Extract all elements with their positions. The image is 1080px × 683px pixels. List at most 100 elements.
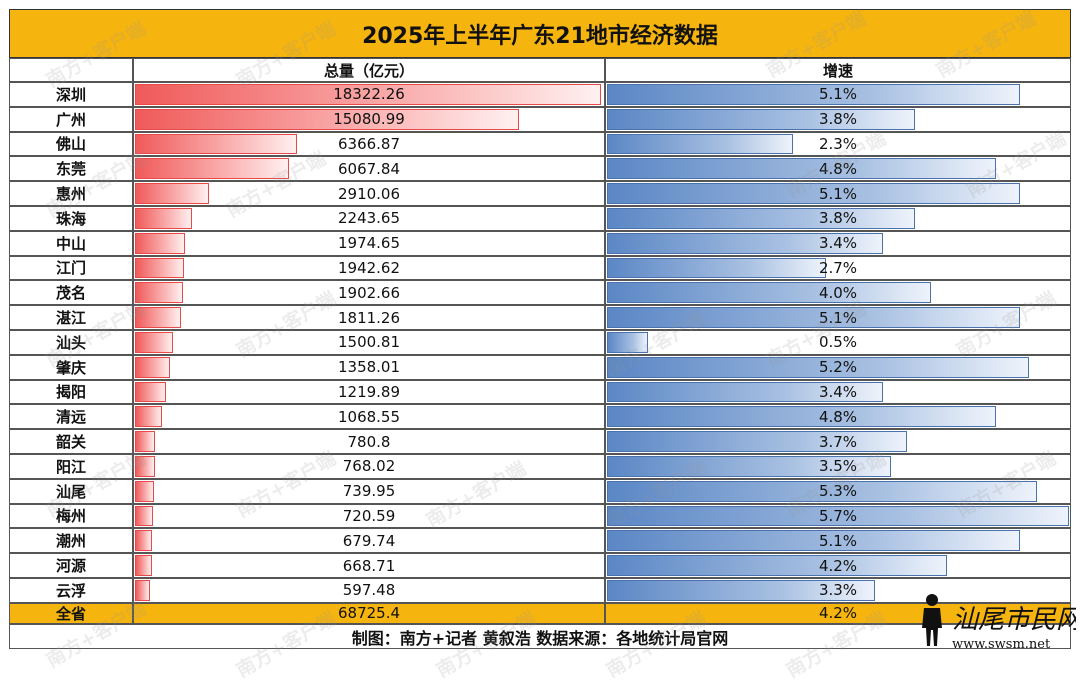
growth-cell (605, 131, 1071, 157)
header-city-label (9, 58, 133, 82)
city-cell (9, 354, 133, 380)
growth-bar (607, 208, 915, 229)
city-label: 云浮 (55, 581, 86, 600)
table-frame: 2025年上半年广东21地市经济数据 总量（亿元） 增速深圳 18322.26 5.1… (9, 9, 1071, 649)
total-bar (135, 480, 154, 502)
city-cell (9, 503, 133, 529)
growth-value-label: 5.1% (818, 531, 858, 550)
city-cell (9, 206, 133, 231)
city-label: 深圳 (55, 85, 86, 104)
growth-value-label: 4.0% (818, 283, 858, 302)
growth-value-label: 3.3% (818, 581, 858, 600)
total-value-label: 1974.65 (337, 234, 401, 253)
total-cell (133, 454, 605, 479)
total-value-label: 1358.01 (337, 358, 401, 377)
total-row-total (133, 602, 605, 624)
city-label: 中山 (55, 234, 86, 253)
city-label: 河源 (55, 557, 86, 576)
header-total-label: 总量（亿元） (323, 61, 414, 80)
total-value-label: 720.59 (342, 506, 396, 525)
total-value-label: 18322.26 (333, 85, 405, 104)
total-cell (133, 106, 605, 132)
site-logo: 汕尾市民网 www.swsm.net (922, 594, 1076, 652)
total-value-label: 597.48 (342, 581, 396, 600)
total-cell (133, 553, 605, 578)
city-cell (9, 156, 133, 182)
city-cell (9, 280, 133, 306)
city-cell (9, 106, 133, 132)
city-cell (9, 578, 133, 603)
growth-cell (605, 255, 1071, 281)
city-cell (9, 131, 133, 157)
total-bar (135, 208, 193, 229)
growth-bar (607, 183, 1021, 204)
total-value-label: 1219.89 (337, 382, 401, 401)
growth-value-label: 4.2% (818, 556, 858, 575)
header-growth-label: 增速 (822, 61, 853, 80)
growth-cell (605, 305, 1071, 330)
total-value-label: 1500.81 (337, 333, 401, 352)
total-bar (135, 406, 163, 428)
total-bar (135, 431, 155, 452)
growth-cell (605, 553, 1071, 578)
growth-value-label: 3.7% (818, 432, 858, 451)
total-row-growth-value: 4.2% (818, 604, 858, 623)
city-label: 惠州 (55, 185, 86, 204)
growth-cell (605, 528, 1071, 554)
total-cell (133, 181, 605, 206)
total-bar (135, 133, 297, 155)
city-cell (9, 230, 133, 256)
growth-cell (605, 82, 1071, 107)
total-bar (135, 356, 170, 378)
total-cell (133, 528, 605, 554)
growth-value-label: 5.1% (818, 184, 858, 203)
growth-bar (607, 456, 891, 477)
growth-value-label: 3.4% (818, 382, 858, 401)
total-value-label: 6067.84 (337, 159, 401, 178)
chart-title: 2025年上半年广东21地市经济数据 (9, 9, 1071, 58)
growth-cell (605, 230, 1071, 256)
total-bar (135, 257, 185, 279)
growth-cell (605, 578, 1071, 603)
total-row-label: 全省 (55, 604, 86, 623)
city-label: 珠海 (55, 209, 86, 228)
city-label: 湛江 (55, 309, 86, 328)
total-bar (135, 232, 186, 254)
growth-cell (605, 106, 1071, 132)
total-cell (133, 305, 605, 330)
total-cell (133, 206, 605, 231)
total-row-city (9, 602, 133, 624)
growth-value-label: 4.8% (818, 407, 858, 426)
growth-cell (605, 429, 1071, 454)
total-cell (133, 578, 605, 603)
city-label: 韶关 (55, 433, 86, 452)
growth-bar (607, 282, 932, 304)
growth-value-label: 3.5% (818, 457, 858, 476)
city-cell (9, 379, 133, 405)
growth-value-label: 3.4% (818, 234, 858, 253)
total-cell (133, 156, 605, 182)
growth-cell (605, 280, 1071, 306)
city-label: 茂名 (55, 284, 86, 303)
person-silhouette-icon (922, 594, 942, 646)
growth-bar (607, 356, 1029, 378)
growth-value-label: 2.7% (818, 258, 858, 277)
growth-value-label: 4.8% (818, 159, 858, 178)
growth-bar (607, 530, 1021, 552)
total-bar (135, 108, 519, 130)
total-value-label: 15080.99 (333, 110, 405, 129)
growth-bar (607, 480, 1037, 502)
city-label: 广州 (55, 110, 86, 129)
total-value-label: 2910.06 (337, 184, 401, 203)
growth-cell (605, 206, 1071, 231)
growth-bar (607, 580, 875, 601)
growth-cell (605, 454, 1071, 479)
growth-bar (607, 133, 794, 155)
header-cell-total (133, 58, 605, 82)
city-cell (9, 429, 133, 454)
total-value-label: 768.02 (342, 457, 396, 476)
total-cell (133, 429, 605, 454)
total-bar (135, 456, 155, 477)
city-label: 梅州 (55, 507, 86, 526)
city-cell (9, 553, 133, 578)
